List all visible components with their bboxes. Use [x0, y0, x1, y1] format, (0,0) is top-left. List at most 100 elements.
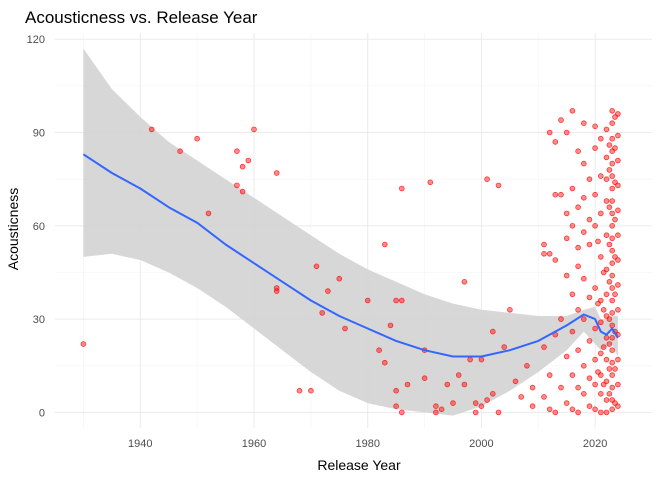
- data-point: [600, 344, 607, 350]
- data-point: [597, 409, 604, 416]
- data-point: [615, 157, 621, 164]
- data-point: [580, 195, 587, 201]
- data-point: [603, 232, 610, 239]
- data-point: [615, 111, 621, 117]
- data-point: [609, 210, 615, 217]
- data-point: [393, 387, 399, 394]
- data-point: [597, 350, 604, 357]
- data-point: [558, 117, 564, 123]
- data-point: [313, 263, 320, 270]
- data-point: [569, 406, 576, 413]
- data-point: [615, 257, 621, 263]
- data-point: [597, 390, 604, 397]
- data-point: [586, 241, 593, 248]
- data-point: [609, 359, 615, 366]
- data-point: [595, 300, 601, 307]
- y-axis-ticks: 0 30 60 90 120: [27, 34, 45, 419]
- data-point: [489, 390, 496, 397]
- chart-title: Acousticness vs. Release Year: [25, 8, 258, 27]
- data-point: [609, 406, 615, 413]
- data-point: [580, 275, 587, 282]
- data-point: [603, 397, 610, 403]
- data-point: [603, 176, 610, 183]
- data-point: [586, 294, 593, 301]
- data-point: [609, 185, 615, 192]
- data-point: [472, 409, 479, 416]
- data-point: [609, 120, 615, 126]
- data-point: [239, 188, 246, 195]
- data-point: [461, 278, 468, 285]
- data-point: [273, 170, 280, 176]
- data-point: [398, 409, 405, 416]
- data-point: [606, 390, 613, 397]
- data-point: [609, 108, 615, 114]
- x-tick-label: 2000: [469, 438, 493, 450]
- data-point: [606, 341, 613, 347]
- data-point: [609, 198, 615, 204]
- data-point: [421, 375, 428, 382]
- data-points: [80, 108, 621, 416]
- data-point: [575, 306, 581, 313]
- y-tick-label: 60: [33, 221, 45, 233]
- data-point: [484, 176, 490, 183]
- data-point: [595, 238, 601, 245]
- data-point: [507, 306, 513, 313]
- data-point: [597, 319, 604, 326]
- data-point: [597, 210, 604, 217]
- data-point: [381, 359, 388, 366]
- y-axis-title: Acousticness: [5, 188, 21, 270]
- data-point: [80, 341, 87, 347]
- data-point: [563, 235, 570, 242]
- data-point: [592, 381, 598, 388]
- data-point: [529, 403, 536, 410]
- data-point: [615, 282, 621, 288]
- data-point: [342, 325, 348, 332]
- data-point: [541, 251, 547, 257]
- y-tick-label: 90: [33, 128, 45, 140]
- data-point: [592, 356, 598, 363]
- data-point: [194, 135, 200, 142]
- y-tick-label: 0: [39, 407, 45, 419]
- data-point: [541, 241, 547, 248]
- data-point: [612, 216, 618, 223]
- y-tick-label: 120: [27, 34, 45, 46]
- data-point: [251, 126, 257, 133]
- data-point: [558, 191, 564, 198]
- data-point: [603, 154, 610, 161]
- smooth-line-path: [82, 153, 619, 358]
- data-point: [597, 135, 604, 142]
- data-point: [612, 366, 618, 372]
- data-point: [563, 353, 570, 360]
- data-point: [606, 241, 613, 248]
- data-point: [606, 366, 613, 372]
- data-point: [467, 356, 473, 363]
- data-point: [615, 182, 621, 189]
- data-point: [575, 347, 581, 354]
- data-point: [427, 179, 434, 186]
- data-point: [592, 285, 598, 291]
- data-point: [592, 145, 598, 151]
- data-point: [609, 173, 615, 179]
- data-point: [609, 135, 615, 142]
- data-point: [450, 400, 456, 406]
- data-point: [478, 356, 485, 363]
- x-tick-label: 1940: [128, 438, 152, 450]
- data-point: [376, 347, 382, 354]
- data-point: [586, 176, 593, 183]
- data-point: [148, 126, 155, 133]
- data-point: [234, 182, 240, 189]
- data-point: [563, 272, 570, 279]
- data-point: [364, 297, 371, 304]
- data-point: [586, 403, 593, 410]
- data-point: [518, 394, 524, 400]
- data-point: [603, 198, 610, 204]
- data-point: [615, 207, 621, 214]
- data-point: [552, 409, 559, 416]
- data-point: [609, 223, 615, 229]
- data-point: [444, 381, 451, 388]
- x-axis-title: Release Year: [317, 457, 401, 473]
- data-point: [606, 278, 613, 285]
- data-point: [524, 362, 530, 369]
- data-point: [603, 409, 610, 416]
